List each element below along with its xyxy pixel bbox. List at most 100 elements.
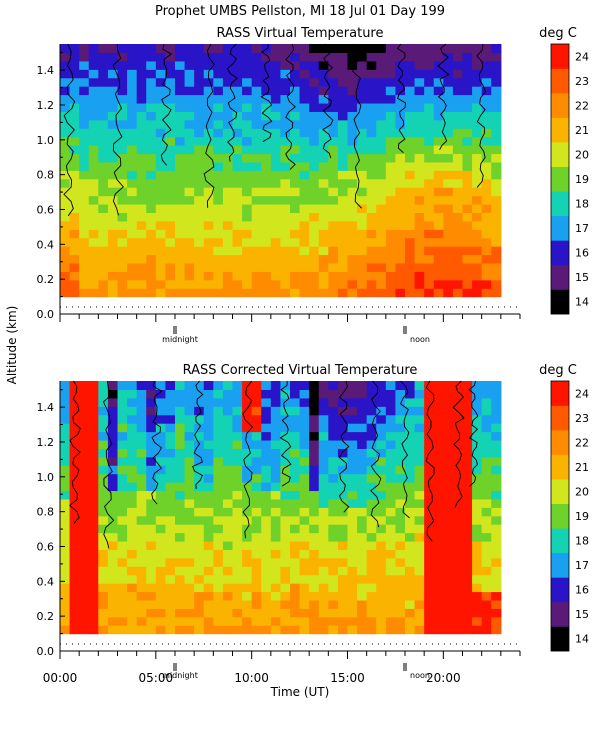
field-cell	[357, 397, 368, 407]
field-cell	[376, 583, 387, 593]
field-cell	[117, 111, 128, 121]
field-cell	[395, 524, 406, 534]
field-cell	[60, 52, 71, 62]
field-cell	[290, 557, 301, 567]
field-cell	[88, 448, 99, 458]
field-cell	[280, 608, 291, 618]
field-cell	[309, 279, 320, 289]
field-cell	[347, 128, 358, 138]
field-cell	[136, 254, 147, 264]
field-cell	[366, 52, 377, 62]
field-cell	[347, 153, 358, 163]
field-cell	[405, 507, 416, 517]
field-cell	[117, 229, 128, 239]
field-cell	[194, 111, 205, 121]
field-cell	[60, 389, 71, 399]
field-cell	[395, 540, 406, 550]
field-cell	[155, 540, 167, 550]
field-cell	[194, 288, 205, 298]
field-cell	[318, 69, 329, 79]
field-cell	[318, 161, 329, 171]
field-cell	[424, 616, 435, 626]
field-cell	[136, 482, 147, 492]
field-cell	[184, 625, 195, 635]
field-cell	[69, 414, 80, 424]
field-cell	[69, 229, 80, 239]
field-cell	[242, 136, 253, 146]
field-cell	[472, 102, 483, 112]
field-cell	[481, 599, 492, 609]
field-cell	[194, 136, 205, 146]
field-cell	[60, 532, 71, 542]
field-cell	[242, 574, 253, 584]
field-cell	[184, 136, 195, 146]
field-cell	[376, 574, 387, 584]
field-cell	[136, 262, 147, 272]
field-cell	[69, 490, 80, 500]
field-cell	[251, 456, 262, 466]
field-cell	[232, 574, 243, 584]
field-cell	[357, 566, 368, 576]
field-cell	[184, 246, 195, 256]
field-cell	[299, 465, 310, 475]
field-cell	[203, 389, 214, 399]
field-cell	[424, 515, 435, 525]
field-cell	[69, 145, 80, 155]
field-cell	[203, 431, 214, 441]
field-cell	[107, 262, 119, 272]
field-cell	[405, 136, 416, 146]
field-cell	[194, 490, 205, 500]
panel-top-axes: 0.00.20.40.60.81.01.21.4	[37, 44, 521, 334]
colorbar-swatch	[551, 552, 569, 578]
field-cell	[165, 212, 176, 222]
field-cell	[405, 524, 416, 534]
field-cell	[280, 52, 291, 62]
field-cell	[69, 583, 80, 593]
field-cell	[357, 44, 368, 54]
field-cell	[414, 389, 425, 399]
field-cell	[414, 203, 425, 213]
field-cell	[165, 414, 176, 424]
field-cell	[318, 583, 329, 593]
field-cell	[309, 128, 320, 138]
field-cell	[251, 203, 262, 213]
field-cell	[107, 77, 119, 87]
field-cell	[146, 246, 157, 256]
field-cell	[222, 515, 234, 525]
field-cell	[337, 625, 349, 635]
field-cell	[357, 262, 368, 272]
field-cell	[299, 52, 310, 62]
field-cell	[443, 212, 454, 222]
field-cell	[117, 456, 128, 466]
field-cell	[299, 448, 310, 458]
field-cell	[414, 524, 425, 534]
field-cell	[491, 439, 502, 449]
field-cell	[146, 515, 157, 525]
field-cell	[60, 482, 71, 492]
field-cell	[165, 381, 176, 391]
field-cell	[60, 566, 71, 576]
panel-top-contours	[63, 43, 487, 217]
field-cell	[309, 549, 320, 559]
field-cell	[290, 608, 301, 618]
field-cell	[414, 128, 425, 138]
field-cell	[337, 288, 349, 298]
field-cell	[424, 406, 435, 416]
field-cell	[443, 195, 454, 205]
field-cell	[337, 145, 349, 155]
field-cell	[60, 574, 71, 584]
field-cell	[222, 473, 234, 483]
field-cell	[452, 262, 464, 272]
field-cell	[213, 439, 224, 449]
field-cell	[60, 136, 71, 146]
field-cell	[184, 381, 195, 391]
field-cell	[117, 448, 128, 458]
field-cell	[203, 279, 214, 289]
field-cell	[347, 279, 358, 289]
field-cell	[414, 515, 425, 525]
field-cell	[290, 456, 301, 466]
field-cell	[376, 145, 387, 155]
field-cell	[472, 220, 483, 230]
field-cell	[309, 532, 320, 542]
field-cell	[318, 532, 329, 542]
